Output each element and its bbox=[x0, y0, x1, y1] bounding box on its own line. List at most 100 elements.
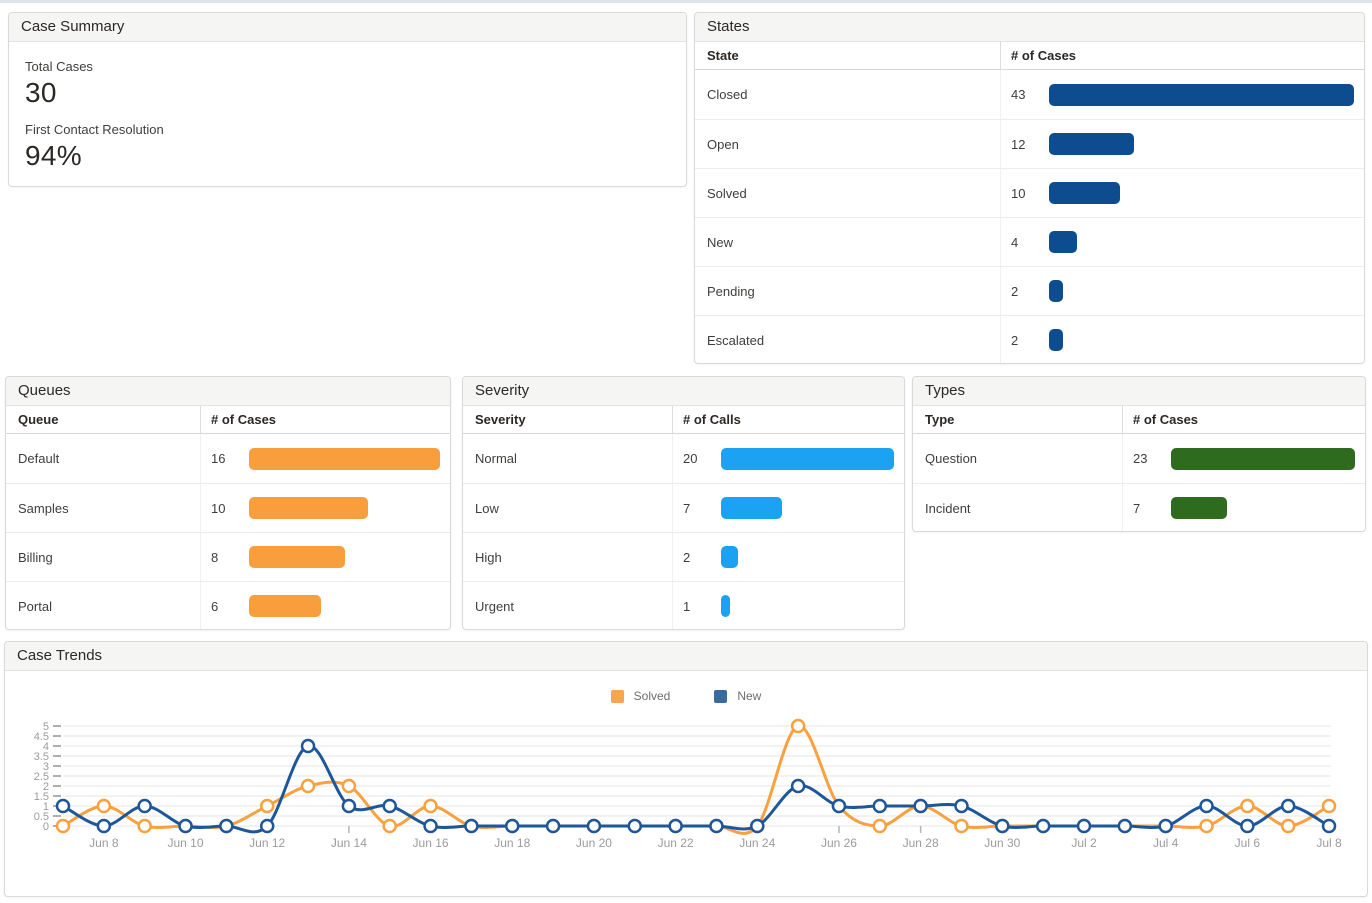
column-header-severity: Severity bbox=[463, 406, 673, 433]
column-header-type: Type bbox=[913, 406, 1123, 433]
value-bar bbox=[721, 497, 782, 519]
case-trends-line-chart[interactable]: 00.511.522.533.544.55 Jun 8 Jun 10 Jun 12 Ju… bbox=[5, 671, 1367, 897]
legend-label: New bbox=[737, 689, 762, 703]
table-row[interactable]: Urgent 1 bbox=[463, 581, 904, 629]
row-value: 2 bbox=[1011, 283, 1019, 299]
row-value: 2 bbox=[1011, 332, 1019, 348]
row-value: 16 bbox=[211, 451, 226, 466]
panel-title: Queues bbox=[6, 377, 450, 406]
legend-label: Solved bbox=[633, 689, 671, 703]
value-bar bbox=[1049, 231, 1078, 253]
svg-text:Jun 14: Jun 14 bbox=[331, 836, 367, 850]
row-label: Portal bbox=[6, 582, 201, 629]
table-row[interactable]: New 4 bbox=[695, 217, 1364, 266]
metric-label-total-cases: Total Cases bbox=[25, 59, 93, 74]
panel-title: Severity bbox=[463, 377, 904, 406]
column-header-cases: # of Cases bbox=[1133, 412, 1199, 427]
table-row[interactable]: Pending 2 bbox=[695, 266, 1364, 315]
table-row[interactable]: Question 23 bbox=[913, 434, 1365, 483]
svg-text:1: 1 bbox=[43, 801, 49, 813]
table-row[interactable]: Incident 7 bbox=[913, 483, 1365, 531]
panel-case-trends: Case Trends Solved New 0 0.5 1 1.5 2 2.5 3 3.5 4… bbox=[4, 641, 1368, 897]
row-label: High bbox=[463, 533, 673, 581]
row-value: 12 bbox=[1011, 136, 1026, 152]
panel-severity: Severity Severity # of Calls Normal 20 Low… bbox=[462, 376, 905, 630]
svg-text:0.5: 0.5 bbox=[34, 811, 49, 823]
svg-text:Jul 8: Jul 8 bbox=[1316, 836, 1342, 850]
solved-legend-swatch bbox=[610, 689, 624, 703]
svg-text:1.5: 1.5 bbox=[34, 791, 49, 803]
row-value: 10 bbox=[1011, 185, 1026, 201]
row-value: 2 bbox=[683, 549, 691, 565]
table-row[interactable]: Normal 20 bbox=[463, 434, 904, 483]
row-label: Open bbox=[695, 120, 1001, 168]
value-bar bbox=[249, 595, 321, 617]
legend-item-solved[interactable]: Solved bbox=[610, 689, 671, 703]
table-row[interactable]: Samples 10 bbox=[6, 483, 450, 532]
svg-text:Jun 12: Jun 12 bbox=[249, 836, 285, 850]
row-label: Normal bbox=[463, 434, 673, 483]
panel-types: Types Type # of Cases Question 23 Incident… bbox=[912, 376, 1366, 532]
row-value: 1 bbox=[683, 598, 691, 614]
row-label: Incident bbox=[913, 484, 1123, 531]
panel-states: States State # of Cases Closed 43 Open 12 So… bbox=[694, 12, 1365, 364]
value-bar bbox=[1049, 133, 1135, 155]
value-bar bbox=[1049, 329, 1064, 351]
row-label: Default bbox=[6, 434, 201, 483]
row-value: 10 bbox=[211, 500, 226, 516]
table-row[interactable]: Billing 8 bbox=[6, 532, 450, 581]
svg-text:0: 0 bbox=[43, 821, 49, 833]
metric-value-total-cases: 30 bbox=[25, 77, 57, 108]
table-row[interactable]: Closed 43 bbox=[695, 70, 1364, 119]
row-label: Urgent bbox=[463, 582, 673, 629]
value-bar bbox=[249, 447, 440, 470]
row-value: 23 bbox=[1133, 451, 1148, 466]
value-bar bbox=[1049, 182, 1120, 204]
panel-title: Case Trends bbox=[5, 642, 1367, 671]
svg-text:Jun 16: Jun 16 bbox=[413, 836, 449, 850]
row-label: Solved bbox=[695, 169, 1001, 217]
panel-title: States bbox=[695, 13, 1364, 42]
value-bar bbox=[721, 447, 894, 470]
svg-text:Jun 24: Jun 24 bbox=[739, 836, 775, 850]
table-row[interactable]: Open 12 bbox=[695, 119, 1364, 168]
column-header-cases: # of Cases bbox=[1011, 48, 1077, 63]
row-value: 8 bbox=[211, 549, 219, 565]
column-header-row: Queue # of Cases bbox=[6, 406, 450, 434]
table-row[interactable]: Solved 10 bbox=[695, 168, 1364, 217]
legend-item-new[interactable]: New bbox=[714, 689, 761, 703]
value-bar bbox=[1171, 447, 1355, 470]
metric-value-first-contact-resolution: 94% bbox=[25, 140, 82, 171]
panel-title: Case Summary bbox=[9, 13, 686, 42]
table-row[interactable]: Low 7 bbox=[463, 483, 904, 532]
value-bar bbox=[721, 595, 730, 617]
table-row[interactable]: Escalated 2 bbox=[695, 315, 1364, 363]
value-bar bbox=[1171, 497, 1227, 519]
svg-text:Jun 22: Jun 22 bbox=[658, 836, 694, 850]
svg-text:Jul 2: Jul 2 bbox=[1071, 836, 1097, 850]
panel-case-summary: Case Summary Total Cases 30 First Contac… bbox=[8, 12, 687, 187]
svg-text:4.5: 4.5 bbox=[34, 731, 49, 743]
chart-legend: Solved New bbox=[5, 689, 1367, 703]
panel-title: Types bbox=[913, 377, 1365, 406]
table-row[interactable]: Default 16 bbox=[6, 434, 450, 483]
value-bar bbox=[1049, 280, 1064, 302]
table-row[interactable]: Portal 6 bbox=[6, 581, 450, 629]
row-label: Closed bbox=[695, 70, 1001, 119]
svg-text:2: 2 bbox=[43, 781, 49, 793]
row-value: 4 bbox=[1011, 234, 1019, 250]
svg-text:Jul 4: Jul 4 bbox=[1153, 836, 1179, 850]
row-label: Samples bbox=[6, 484, 201, 532]
svg-text:2.5: 2.5 bbox=[34, 771, 49, 783]
svg-text:Jun 20: Jun 20 bbox=[576, 836, 612, 850]
table-row[interactable]: High 2 bbox=[463, 532, 904, 581]
svg-text:3.5: 3.5 bbox=[34, 751, 49, 763]
row-label: Billing bbox=[6, 533, 201, 581]
value-bar bbox=[721, 546, 739, 568]
column-header-row: Type # of Cases bbox=[913, 406, 1365, 434]
svg-text:Jun 18: Jun 18 bbox=[494, 836, 530, 850]
svg-text:Jun 30: Jun 30 bbox=[984, 836, 1020, 850]
value-bar bbox=[249, 546, 345, 568]
column-header-cases: # of Cases bbox=[211, 412, 277, 427]
panel-queues: Queues Queue # of Cases Default 16 Samples… bbox=[5, 376, 451, 630]
